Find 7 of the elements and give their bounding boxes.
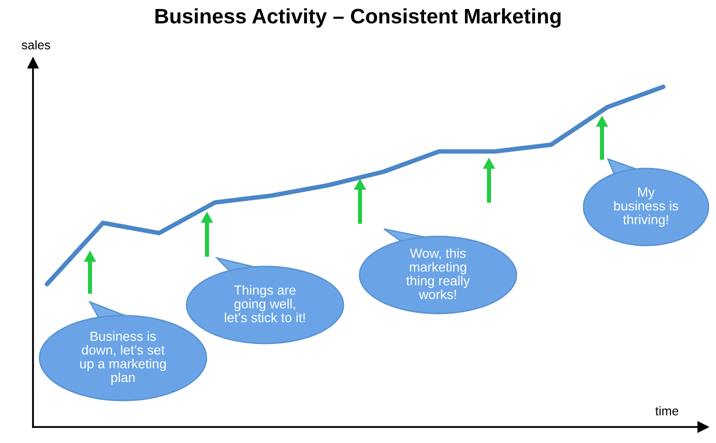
y-axis-title: sales	[22, 40, 50, 50]
annotation: My business is thriving!	[614, 188, 678, 227]
chart-title: Business Activity – Consistent Marketing	[155, 8, 561, 28]
x-axis-title: time	[655, 406, 678, 416]
annotation: Business is down, let’s set up a marketing plan	[80, 331, 166, 385]
annotation: Things are going well, let’s stick to it!	[224, 285, 305, 322]
annotation: Wow, this marketing thing really works!	[406, 248, 470, 300]
